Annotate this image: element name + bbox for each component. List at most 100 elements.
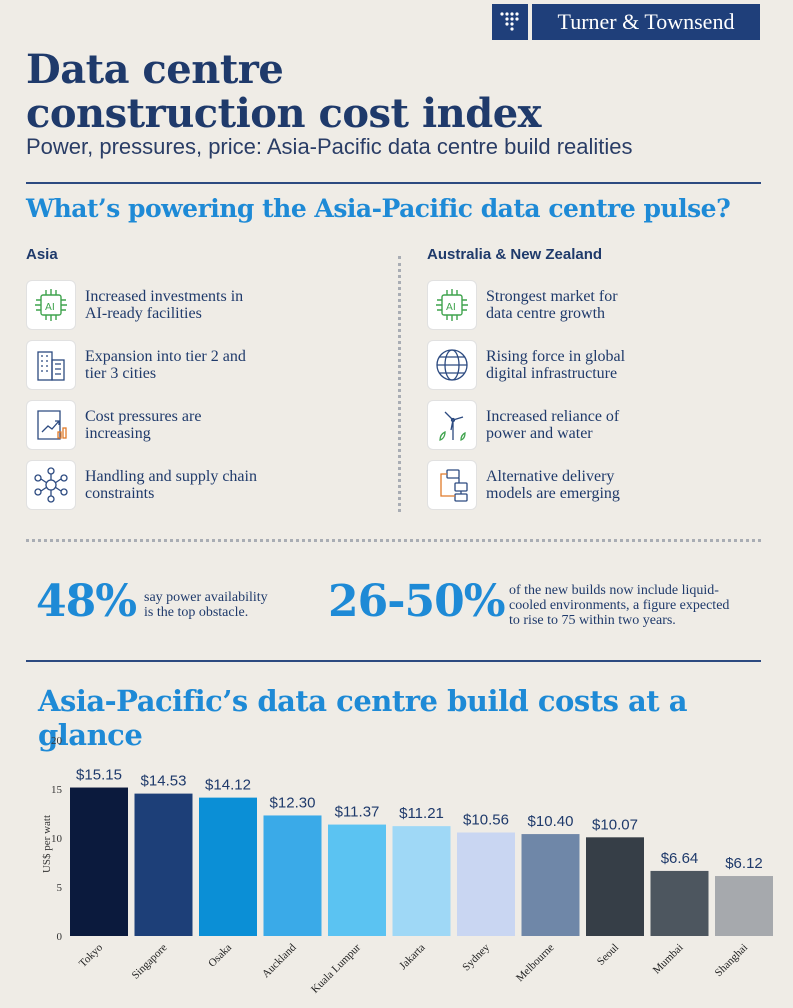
anz-heading: Australia & New Zealand bbox=[427, 246, 603, 263]
line-2: models are emerging bbox=[486, 485, 620, 502]
x-tick-label: Osaka bbox=[206, 942, 234, 970]
line-1: Alternative delivery bbox=[486, 468, 615, 485]
data-label: $14.12 bbox=[205, 777, 251, 794]
item-text: Increased reliance of power and water bbox=[486, 408, 686, 442]
bar-chart: 0 5 10 15 20 $15.15 Tokyo $14.53 Singapore $14.12… bbox=[51, 735, 773, 996]
line-2: cooled environments, a figure expected bbox=[509, 598, 730, 613]
data-label: $10.07 bbox=[592, 816, 638, 833]
svg-text:AI: AI bbox=[446, 302, 456, 313]
ai-chip-icon: AI bbox=[427, 280, 477, 330]
line-1: Increased reliance of bbox=[486, 408, 620, 425]
title-line-1: Data centre bbox=[26, 46, 284, 93]
anz-item-global: Rising force in global digital infrastru… bbox=[427, 340, 686, 390]
brand-logo: Turner & Townsend bbox=[492, 4, 760, 40]
flowchart-icon bbox=[427, 460, 477, 510]
item-text: Handling and supply chain constraints bbox=[85, 468, 285, 502]
section-divider bbox=[26, 539, 761, 542]
bar-jakarta bbox=[392, 826, 451, 936]
data-label: $11.21 bbox=[399, 805, 444, 822]
stat-liquid-text: of the new builds now include liquid- co… bbox=[509, 583, 729, 628]
x-tick-label: Tokyo bbox=[77, 941, 106, 970]
bar-auckland bbox=[263, 815, 322, 936]
item-text: Rising force in global digital infrastru… bbox=[486, 348, 686, 382]
line-2: power and water bbox=[486, 425, 593, 442]
bar-seoul bbox=[586, 837, 644, 936]
data-label: $10.56 bbox=[463, 812, 509, 829]
line-2: constraints bbox=[85, 485, 155, 502]
bar-kuala-lumpur bbox=[328, 824, 386, 936]
y-tick-label: 10 bbox=[51, 833, 63, 845]
x-tick-label: Jakarta bbox=[397, 942, 428, 973]
data-label: $6.64 bbox=[661, 850, 699, 867]
line-1: Expansion into tier 2 and bbox=[85, 348, 246, 365]
x-tick-label: Seoul bbox=[595, 942, 621, 968]
line-2: data centre growth bbox=[486, 305, 606, 322]
x-tick-label: Mumbai bbox=[651, 942, 686, 977]
divider bbox=[26, 660, 761, 662]
bar-sydney bbox=[457, 832, 515, 936]
asia-item-supply: Handling and supply chain constraints bbox=[26, 460, 285, 510]
item-text: Expansion into tier 2 and tier 3 cities bbox=[85, 348, 285, 382]
x-tick-label: Shanghai bbox=[713, 942, 750, 979]
data-label: $12.30 bbox=[270, 794, 316, 811]
line-1: Strongest market for bbox=[486, 288, 618, 305]
divider bbox=[26, 182, 761, 184]
line-2: tier 3 cities bbox=[85, 365, 157, 382]
line-1: Increased investments in bbox=[85, 288, 244, 305]
y-tick-label: 0 bbox=[57, 931, 63, 943]
brand-name: Turner & Townsend bbox=[532, 4, 760, 40]
bar-osaka bbox=[199, 797, 257, 936]
line-1: Rising force in global bbox=[486, 348, 626, 365]
y-tick-label: 5 bbox=[57, 882, 63, 894]
cost-chart-icon bbox=[26, 400, 76, 450]
data-label: $6.12 bbox=[725, 855, 763, 872]
asia-item-cities: Expansion into tier 2 and tier 3 cities bbox=[26, 340, 285, 390]
stat-power-text: say power availability is the top obstac… bbox=[144, 590, 268, 620]
column-divider bbox=[398, 256, 401, 512]
bar-shanghai bbox=[715, 876, 773, 936]
page-title: Data centre construction cost index bbox=[26, 48, 541, 136]
city-buildings-icon bbox=[26, 340, 76, 390]
x-tick-label: Kuala Lumpur bbox=[309, 941, 363, 995]
x-tick-label: Sydney bbox=[460, 941, 492, 973]
line-2: digital infrastructure bbox=[486, 365, 618, 382]
line-1: Handling and supply chain bbox=[85, 468, 257, 485]
item-text: Increased investments in AI-ready facili… bbox=[85, 288, 285, 322]
bar-tokyo bbox=[70, 787, 128, 936]
line-2: is the top obstacle. bbox=[144, 605, 249, 620]
chart-title: Asia-Pacific’s data centre build costs a… bbox=[38, 684, 688, 752]
anz-item-delivery: Alternative delivery models are emerging bbox=[427, 460, 686, 510]
asia-item-cost: Cost pressures are increasing bbox=[26, 400, 285, 450]
tt-dots-logo-icon bbox=[492, 4, 528, 40]
line-2: increasing bbox=[85, 425, 151, 442]
line-1: say power availability bbox=[144, 590, 268, 605]
x-tick-label: Auckland bbox=[260, 941, 299, 980]
data-label: $10.40 bbox=[528, 813, 574, 830]
stat-power-value: 48% bbox=[36, 576, 137, 627]
item-text: Strongest market for data centre growth bbox=[486, 288, 686, 322]
page-subtitle: Power, pressures, price: Asia-Pacific da… bbox=[26, 134, 633, 159]
bar-melbourne bbox=[521, 834, 580, 936]
line-2: AI-ready facilities bbox=[85, 305, 202, 322]
asia-heading: Asia bbox=[26, 246, 58, 263]
stat-liquid-value: 26-50% bbox=[328, 576, 506, 627]
item-text: Alternative delivery models are emerging bbox=[486, 468, 686, 502]
svg-text:AI: AI bbox=[45, 302, 55, 313]
globe-icon bbox=[427, 340, 477, 390]
anz-item-growth: AI Strongest market for data centre grow… bbox=[427, 280, 686, 330]
line-1: Cost pressures are bbox=[85, 408, 202, 425]
wind-water-icon bbox=[427, 400, 477, 450]
item-text: Cost pressures are increasing bbox=[85, 408, 285, 442]
line-1: of the new builds now include liquid- bbox=[509, 583, 719, 598]
line-3: to rise to 75 within two years. bbox=[509, 613, 676, 628]
y-tick-label: 15 bbox=[51, 784, 63, 796]
x-tick-label: Melbourne bbox=[514, 942, 557, 985]
data-label: $14.53 bbox=[141, 773, 187, 790]
anz-item-power: Increased reliance of power and water bbox=[427, 400, 686, 450]
network-nodes-icon bbox=[26, 460, 76, 510]
asia-item-ai: AI Increased investments in AI-ready fac… bbox=[26, 280, 285, 330]
title-line-2: construction cost index bbox=[26, 90, 541, 137]
x-tick-label: Singapore bbox=[130, 942, 170, 982]
bar-singapore bbox=[134, 793, 193, 936]
pulse-heading: What’s powering the Asia-Pacific data ce… bbox=[26, 194, 731, 223]
